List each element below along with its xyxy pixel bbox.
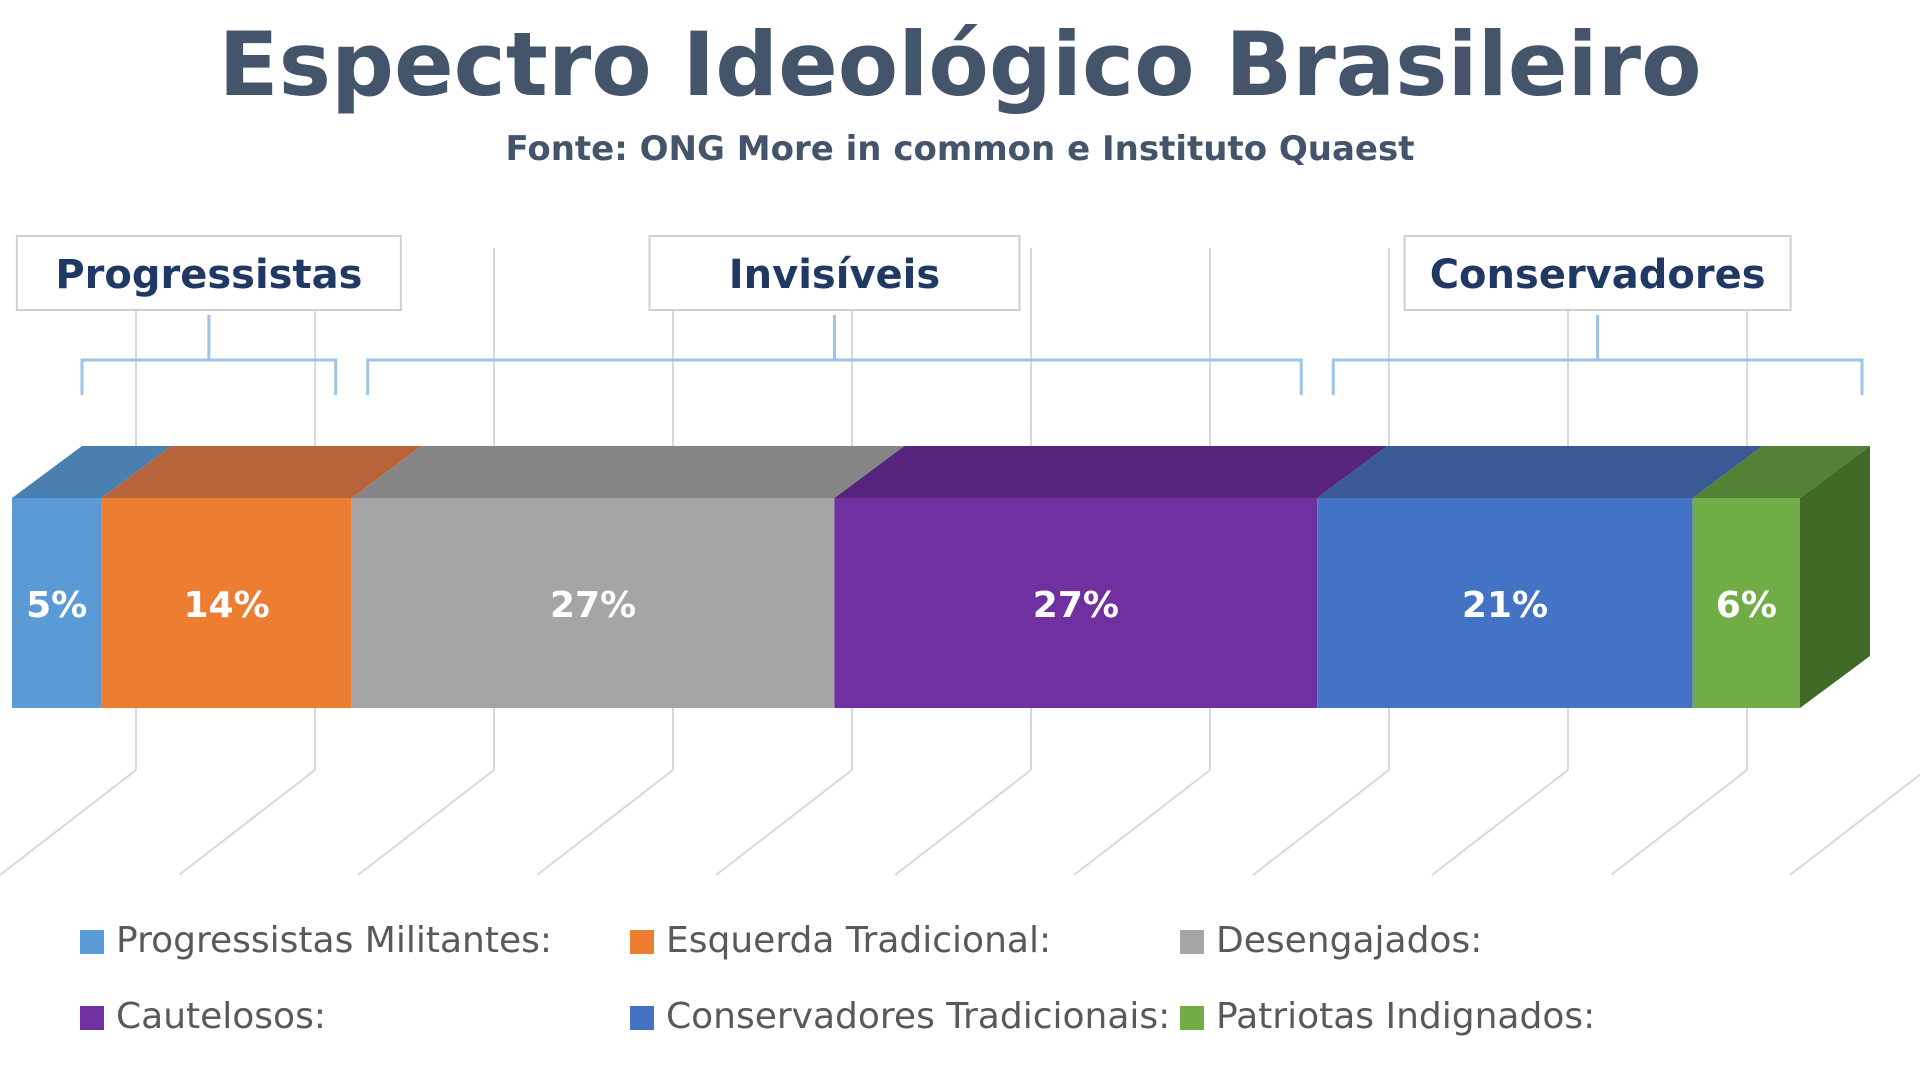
legend-swatch — [80, 930, 104, 954]
data-label: 21% — [1462, 585, 1548, 626]
grid-floor-line — [715, 769, 853, 876]
group-label: Progressistas — [55, 252, 362, 298]
grid-floor-line — [1431, 769, 1569, 876]
data-label: 5% — [26, 585, 87, 626]
group-label-box — [15, 235, 402, 311]
legend-swatch — [80, 1006, 104, 1030]
bar-segment-top — [1317, 446, 1763, 498]
group-brackets: Progressistas Invisíveis Conservadores — [15, 235, 1864, 395]
stacked-bar: 5% 14% 27% 27% 21% 6% — [12, 446, 1870, 708]
legend-swatch — [630, 1006, 654, 1030]
grid-floor-line — [1252, 769, 1390, 876]
bar-segment-top — [12, 446, 172, 498]
bar-segment-top — [834, 446, 1388, 498]
legend-swatch — [630, 930, 654, 954]
bar-segment — [1692, 498, 1800, 708]
group-bracket — [1331, 315, 1864, 395]
grid-floor-line — [1789, 773, 1920, 876]
group-label-box — [648, 235, 1021, 311]
bar-segment-top — [1692, 446, 1870, 498]
data-label: 14% — [183, 585, 269, 626]
legend-label: Cautelosos: — [116, 996, 326, 1037]
grid-floor-line — [1073, 769, 1211, 876]
grid-floor-line — [0, 769, 137, 876]
bar-segment — [1317, 498, 1693, 708]
data-label: 27% — [1033, 585, 1119, 626]
bar-segment-top — [351, 446, 905, 498]
grid-floor-line — [894, 769, 1032, 876]
legend-label: Desengajados: — [1216, 920, 1482, 961]
legend-label: Conservadores Tradicionais: — [666, 996, 1170, 1037]
data-label: 27% — [550, 585, 636, 626]
legend-label: Progressistas Militantes: — [116, 920, 552, 961]
group-label-box — [1403, 235, 1792, 311]
grid-floor-line — [357, 769, 495, 876]
group-label: Conservadores — [1430, 252, 1766, 298]
bar-segment-top — [101, 446, 422, 498]
data-label: 6% — [1716, 585, 1777, 626]
legend-swatch — [1180, 1006, 1204, 1030]
grid-floor-line — [178, 769, 316, 876]
chart-title: Espectro Ideológico Brasileiro — [218, 13, 1701, 116]
bar-segment — [834, 498, 1318, 708]
bar-segment — [351, 498, 835, 708]
legend-label: Patriotas Indignados: — [1216, 996, 1595, 1037]
legend: Progressistas Militantes: Esquerda Tradic… — [80, 920, 1595, 1037]
legend-label: Esquerda Tradicional: — [666, 920, 1051, 961]
grid-floor-line — [1610, 769, 1748, 876]
bar-side — [1800, 446, 1870, 708]
group-bracket — [80, 315, 338, 395]
chart-subtitle: Fonte: ONG More in common e Instituto Qu… — [506, 129, 1415, 169]
legend-swatch — [1180, 930, 1204, 954]
bar-segment — [101, 498, 352, 708]
bar-segment — [12, 498, 102, 708]
group-bracket — [366, 315, 1303, 395]
group-label: Invisíveis — [729, 252, 940, 298]
grid-floor-line — [536, 769, 674, 876]
